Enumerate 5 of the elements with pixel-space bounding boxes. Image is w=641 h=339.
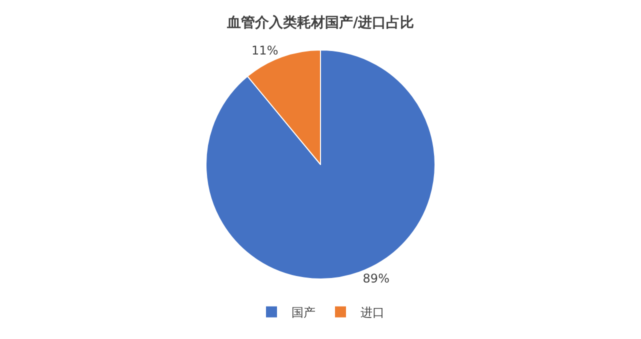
- data-label: 11%: [252, 44, 278, 58]
- legend-label: 国产: [292, 306, 316, 320]
- legend-label: 进口: [360, 306, 384, 320]
- data-label: 89%: [362, 271, 390, 286]
- chart-title: 血管介入类耗材国产/进口占比: [226, 14, 414, 31]
